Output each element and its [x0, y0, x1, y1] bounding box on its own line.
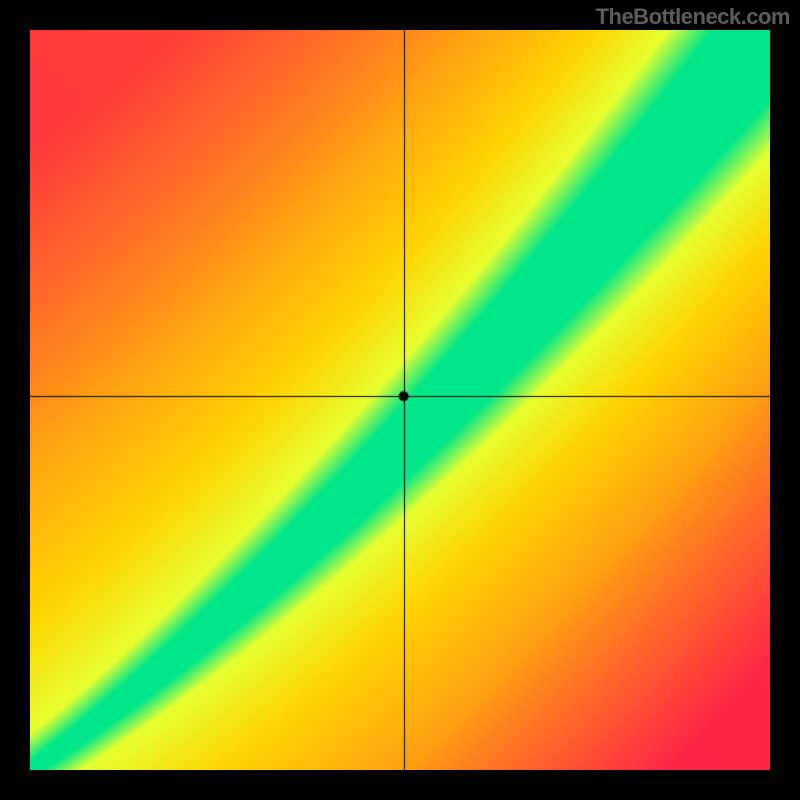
- plot-area: [30, 30, 770, 770]
- chart-frame: TheBottleneck.com: [0, 0, 800, 800]
- heatmap-canvas: [30, 30, 770, 770]
- watermark-text: TheBottleneck.com: [596, 4, 790, 30]
